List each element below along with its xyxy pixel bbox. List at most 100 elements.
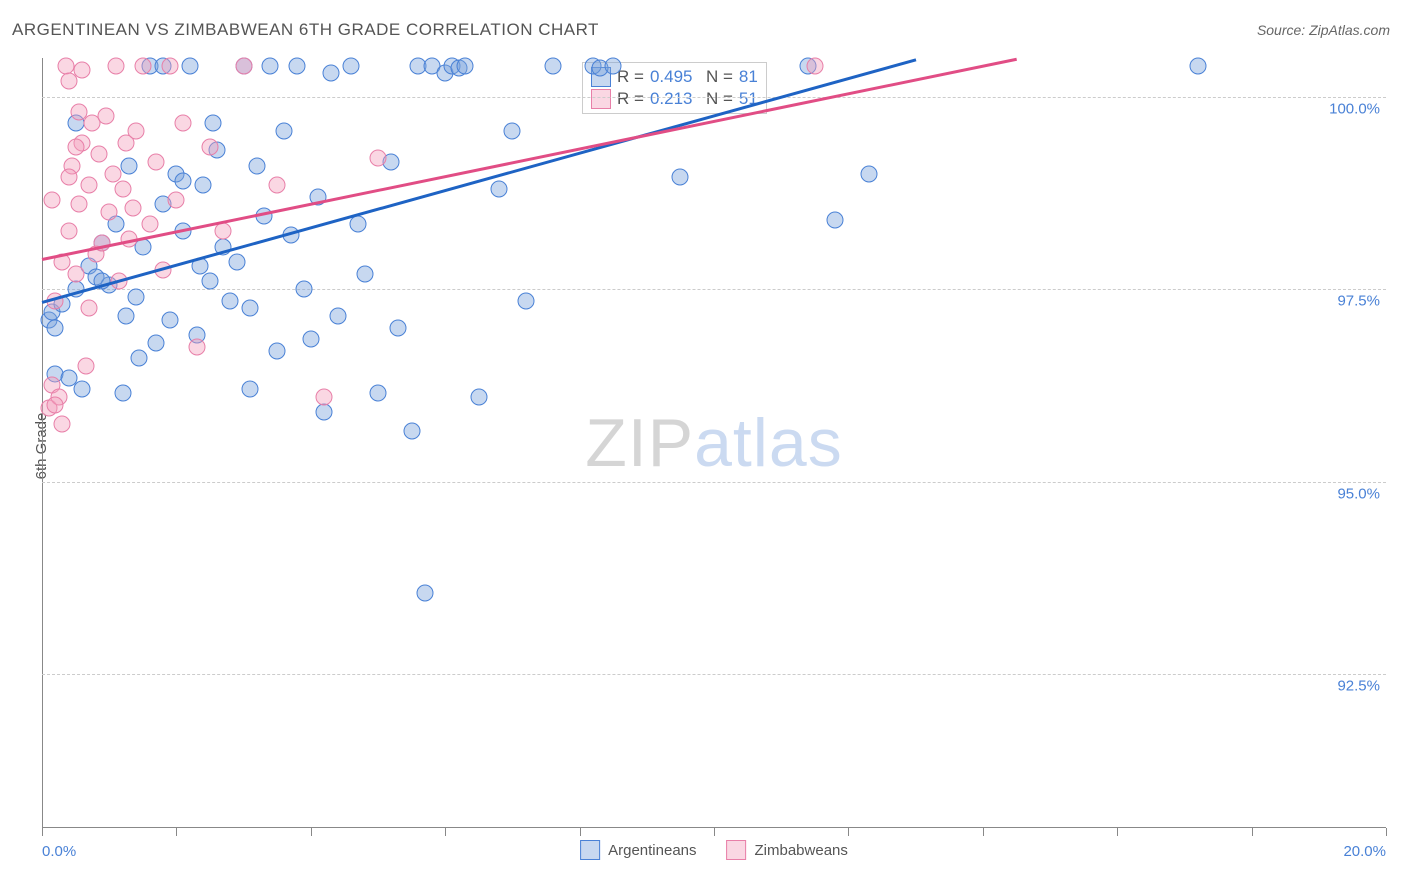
marker-zimbabwean: [67, 138, 84, 155]
legend-item-zimbabweans: Zimbabweans: [727, 840, 848, 860]
marker-zimbabwean: [74, 61, 91, 78]
marker-zimbabwean: [168, 192, 185, 209]
marker-argentinean: [205, 115, 222, 132]
marker-zimbabwean: [70, 103, 87, 120]
watermark: ZIPatlas: [585, 404, 842, 482]
x-tick: [1252, 828, 1253, 836]
marker-zimbabwean: [67, 265, 84, 282]
n-label-0: N =: [706, 67, 733, 87]
x-tick: [1117, 828, 1118, 836]
marker-zimbabwean: [215, 223, 232, 240]
marker-zimbabwean: [128, 123, 145, 140]
chart-container: ARGENTINEAN VS ZIMBABWEAN 6TH GRADE CORR…: [0, 0, 1406, 892]
trendline-zimbabwean: [42, 58, 1017, 261]
marker-argentinean: [349, 215, 366, 232]
marker-zimbabwean: [235, 57, 252, 74]
legend-bottom: Argentineans Zimbabweans: [580, 840, 848, 860]
marker-zimbabwean: [370, 150, 387, 167]
marker-argentinean: [118, 307, 135, 324]
marker-argentinean: [826, 211, 843, 228]
x-tick: [714, 828, 715, 836]
n-label-1: N =: [706, 89, 733, 109]
marker-zimbabwean: [114, 180, 131, 197]
marker-argentinean: [672, 169, 689, 186]
r-value-1: 0.213: [650, 89, 700, 109]
marker-argentinean: [605, 57, 622, 74]
marker-argentinean: [228, 254, 245, 271]
x-tick: [311, 828, 312, 836]
n-value-0: 81: [739, 67, 758, 87]
marker-argentinean: [544, 57, 561, 74]
swatch-top-1: [591, 89, 611, 109]
marker-argentinean: [417, 585, 434, 602]
y-axis-line: [42, 58, 43, 828]
marker-argentinean: [275, 123, 292, 140]
marker-zimbabwean: [202, 138, 219, 155]
marker-argentinean: [242, 381, 259, 398]
legend-top-row-1: R = 0.213 N = 51: [591, 89, 758, 109]
x-axis-max-label: 20.0%: [1343, 843, 1386, 860]
marker-zimbabwean: [44, 192, 61, 209]
x-tick: [176, 828, 177, 836]
x-axis-min-label: 0.0%: [42, 843, 76, 860]
marker-argentinean: [356, 265, 373, 282]
marker-argentinean: [74, 381, 91, 398]
marker-argentinean: [202, 273, 219, 290]
marker-argentinean: [121, 157, 138, 174]
y-tick-label: 97.5%: [1337, 293, 1380, 310]
marker-zimbabwean: [81, 300, 98, 317]
marker-argentinean: [860, 165, 877, 182]
marker-argentinean: [289, 57, 306, 74]
marker-argentinean: [370, 384, 387, 401]
marker-zimbabwean: [81, 177, 98, 194]
marker-argentinean: [296, 281, 313, 298]
marker-argentinean: [131, 350, 148, 367]
x-tick: [983, 828, 984, 836]
marker-argentinean: [390, 319, 407, 336]
source-label: Source: ZipAtlas.com: [1257, 22, 1390, 38]
marker-argentinean: [302, 331, 319, 348]
marker-argentinean: [114, 384, 131, 401]
marker-zimbabwean: [47, 396, 64, 413]
marker-argentinean: [322, 65, 339, 82]
marker-argentinean: [128, 288, 145, 305]
marker-argentinean: [269, 342, 286, 359]
marker-zimbabwean: [107, 57, 124, 74]
gridline: [42, 97, 1386, 98]
legend-item-argentineans: Argentineans: [580, 840, 696, 860]
marker-zimbabwean: [101, 204, 118, 221]
marker-argentinean: [262, 57, 279, 74]
marker-zimbabwean: [148, 153, 165, 170]
marker-zimbabwean: [806, 57, 823, 74]
marker-zimbabwean: [161, 57, 178, 74]
x-tick: [1386, 828, 1387, 836]
swatch-zimbabweans: [727, 840, 747, 860]
marker-argentinean: [329, 307, 346, 324]
y-tick-label: 92.5%: [1337, 678, 1380, 695]
marker-zimbabwean: [91, 146, 108, 163]
y-tick-label: 100.0%: [1329, 100, 1380, 117]
marker-argentinean: [504, 123, 521, 140]
chart-title: ARGENTINEAN VS ZIMBABWEAN 6TH GRADE CORR…: [12, 20, 599, 40]
marker-zimbabwean: [175, 115, 192, 132]
marker-argentinean: [175, 173, 192, 190]
x-tick: [445, 828, 446, 836]
r-label-1: R =: [617, 89, 644, 109]
x-tick: [848, 828, 849, 836]
marker-argentinean: [222, 292, 239, 309]
marker-zimbabwean: [141, 215, 158, 232]
marker-zimbabwean: [60, 73, 77, 90]
plot-area: ZIPatlas 0.0% 20.0% Argentineans Zimbabw…: [42, 58, 1386, 828]
marker-argentinean: [517, 292, 534, 309]
marker-argentinean: [343, 57, 360, 74]
marker-zimbabwean: [134, 57, 151, 74]
marker-argentinean: [148, 334, 165, 351]
marker-argentinean: [457, 57, 474, 74]
marker-zimbabwean: [54, 415, 71, 432]
marker-zimbabwean: [188, 338, 205, 355]
marker-zimbabwean: [60, 169, 77, 186]
gridline: [42, 289, 1386, 290]
marker-zimbabwean: [70, 196, 87, 213]
marker-argentinean: [403, 423, 420, 440]
marker-argentinean: [47, 319, 64, 336]
